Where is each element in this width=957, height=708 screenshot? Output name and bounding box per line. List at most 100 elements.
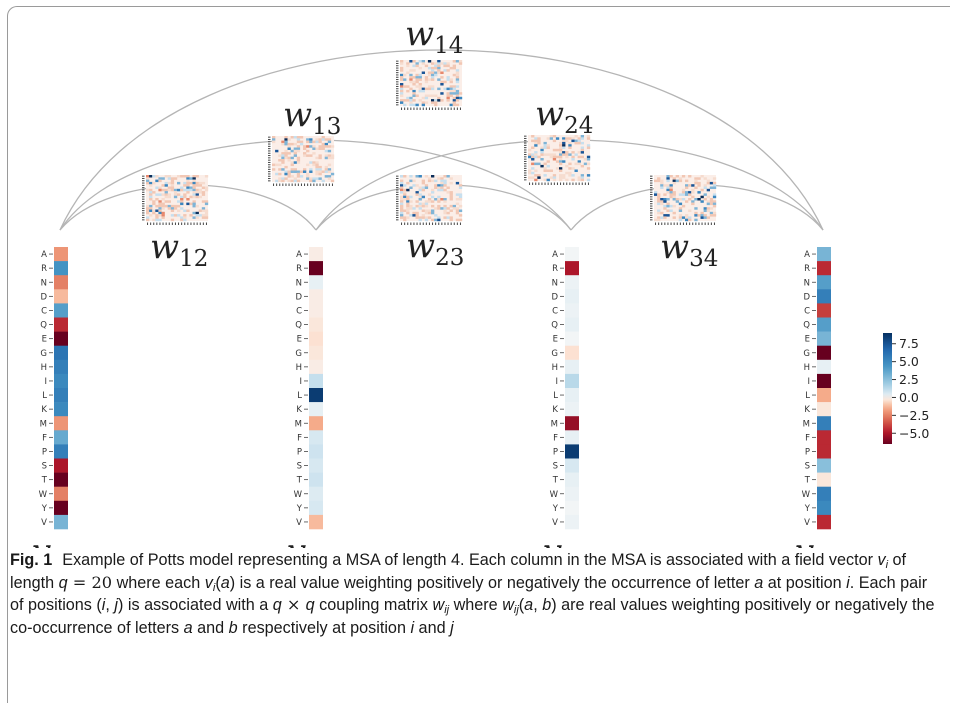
matrix-cell xyxy=(272,138,276,141)
matrix-cell xyxy=(400,69,404,72)
letter-label: H xyxy=(296,363,302,373)
matrix-col-tick xyxy=(147,222,149,225)
matrix-cell xyxy=(186,175,190,178)
matrix-cell xyxy=(559,151,563,154)
matrix-cell xyxy=(192,188,196,192)
field-cell xyxy=(817,275,831,290)
matrix-cell xyxy=(571,158,575,161)
matrix-cell xyxy=(678,193,683,196)
matrix-cell xyxy=(568,167,572,170)
matrix-cell xyxy=(155,214,159,217)
letter-label: N xyxy=(296,278,302,288)
matrix-cell xyxy=(424,184,429,187)
letter-label: H xyxy=(552,363,558,373)
matrix-cell xyxy=(706,207,710,210)
matrix-cell xyxy=(672,211,676,215)
field-cell xyxy=(817,345,831,361)
matrix-cell xyxy=(678,209,683,212)
matrix-col-tick xyxy=(174,222,176,225)
letter-label: M xyxy=(803,419,810,429)
matrix-cell xyxy=(666,186,670,189)
matrix-cell xyxy=(455,181,460,185)
matrix-cell xyxy=(158,177,162,180)
matrix-col-tick xyxy=(670,222,672,225)
matrix-col-tick xyxy=(202,222,204,225)
matrix-row-tick xyxy=(268,175,271,177)
matrix-cell xyxy=(406,181,410,185)
matrix-cell xyxy=(431,204,435,208)
matrix-cell xyxy=(155,218,159,222)
matrix-cell xyxy=(449,80,453,84)
coupling-label-w13: w13 xyxy=(283,95,341,140)
matrix-cell xyxy=(431,87,435,91)
matrix-cell xyxy=(543,174,547,177)
matrix-cell xyxy=(400,184,404,187)
matrix-cell xyxy=(571,178,575,182)
matrix-cell xyxy=(409,76,413,79)
matrix-cell xyxy=(577,155,581,159)
matrix-cell xyxy=(688,193,692,196)
matrix-cell xyxy=(167,195,171,199)
matrix-col-tick xyxy=(444,107,446,110)
matrix-cell xyxy=(149,204,153,208)
matrix-cell xyxy=(660,202,664,206)
matrix-cell xyxy=(666,179,670,183)
matrix-cell xyxy=(431,175,435,178)
letter-label: Y xyxy=(804,504,811,514)
matrix-row-tick xyxy=(268,173,271,175)
matrix-cell xyxy=(406,204,410,208)
matrix-cell xyxy=(455,76,460,79)
matrix-row-tick xyxy=(142,219,145,221)
matrix-cell xyxy=(574,141,578,145)
matrix-cell xyxy=(660,184,664,187)
matrix-cell xyxy=(167,193,171,196)
matrix-cell xyxy=(418,99,422,102)
matrix-cell xyxy=(315,165,319,169)
matrix-cell xyxy=(706,181,710,185)
matrix-col-tick xyxy=(676,222,678,225)
matrix-cell xyxy=(452,207,456,210)
matrix-col-tick xyxy=(407,222,409,225)
matrix-cell xyxy=(400,191,404,194)
matrix-cell xyxy=(534,139,538,143)
matrix-row-tick xyxy=(524,135,527,137)
letter-label: R xyxy=(804,264,810,274)
matrix-cell xyxy=(272,163,276,167)
matrix-row-tick xyxy=(396,85,399,87)
matrix-cell xyxy=(675,179,679,183)
matrix-row-tick xyxy=(268,143,271,145)
matrix-cell xyxy=(309,140,313,144)
matrix-row-tick xyxy=(268,148,271,150)
matrix-cell xyxy=(149,188,153,192)
matrix-col-tick xyxy=(438,107,440,110)
matrix-cell xyxy=(580,137,584,140)
matrix-cell xyxy=(330,179,335,183)
field-cell xyxy=(565,430,579,445)
matrix-row-tick xyxy=(650,219,653,221)
matrix-cell xyxy=(452,101,456,104)
matrix-row-tick xyxy=(650,191,653,193)
matrix-cell xyxy=(418,89,422,93)
letter-label: P xyxy=(553,447,558,457)
matrix-cell xyxy=(437,186,441,189)
matrix-cell xyxy=(455,96,460,100)
caption-label: Fig. 1 xyxy=(10,551,53,569)
matrix-cell xyxy=(657,198,661,201)
matrix-cell xyxy=(418,175,422,178)
matrix-cell xyxy=(275,179,279,183)
matrix-cell xyxy=(409,69,413,72)
matrix-cell xyxy=(431,85,435,88)
matrix-cell xyxy=(706,195,710,199)
matrix-cell xyxy=(167,177,171,180)
letter-label: D xyxy=(295,292,302,302)
matrix-cell xyxy=(528,155,532,159)
matrix-cell xyxy=(427,200,432,203)
matrix-cell xyxy=(412,89,416,93)
matrix-cell xyxy=(400,94,404,97)
matrix-cell xyxy=(192,204,196,208)
field-cell xyxy=(309,317,323,332)
matrix-cell xyxy=(158,200,162,203)
matrix-cell xyxy=(455,78,460,81)
matrix-row-tick xyxy=(650,207,653,209)
matrix-cell xyxy=(577,139,581,143)
